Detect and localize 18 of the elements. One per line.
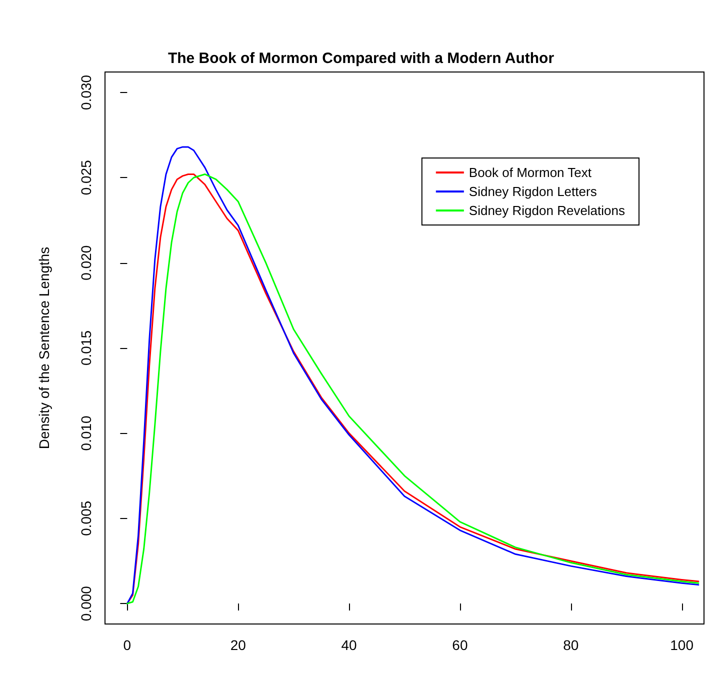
y-tick-label: 0.030 <box>78 74 94 110</box>
x-tick-label: 40 <box>341 637 358 653</box>
y-tick-label: 0.025 <box>78 160 94 196</box>
x-tick-label: 20 <box>230 637 246 653</box>
legend-label: Book of Mormon Text <box>468 165 592 180</box>
y-tick-label: 0.000 <box>78 586 94 622</box>
x-tick-label: 80 <box>563 637 579 653</box>
chart-title: The Book of Mormon Compared with a Modern Author <box>168 50 554 67</box>
x-tick-label: 100 <box>670 637 694 653</box>
y-axis-title: Density of the Sentence Lengths <box>36 246 52 450</box>
legend-label: Sidney Rigdon Letters <box>468 184 598 199</box>
legend-label: Sidney Rigdon Revelations <box>468 203 626 218</box>
y-tick-label: 0.020 <box>78 245 94 280</box>
x-tick-label: 60 <box>452 637 468 653</box>
x-tick-label: 0 <box>123 637 132 653</box>
y-tick-label: 0.010 <box>78 415 94 451</box>
y-tick-label: 0.005 <box>78 500 94 536</box>
y-tick-label: 0.015 <box>78 330 94 366</box>
